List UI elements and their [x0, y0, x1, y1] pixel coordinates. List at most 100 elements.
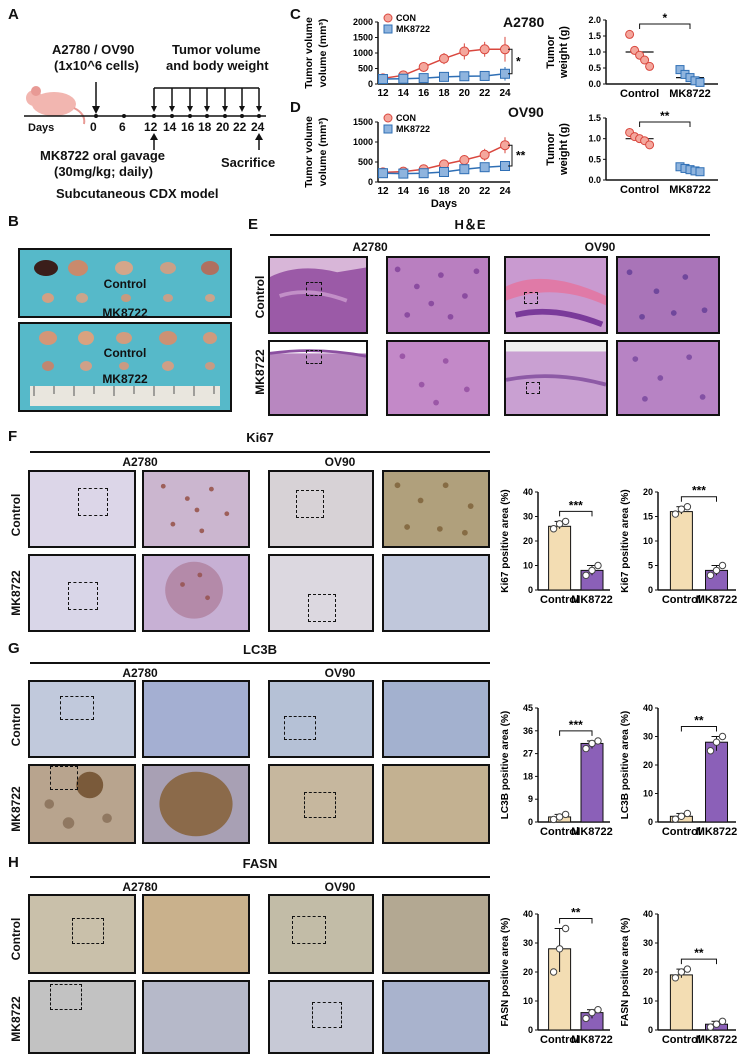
fasn-inset-box: [72, 918, 104, 944]
y-axis-unit: volume (mm³): [317, 19, 329, 88]
y-tick-label: 1000: [353, 48, 373, 58]
x-tick-label: MK8722: [571, 1034, 613, 1046]
y-tick-label: 1.0: [588, 134, 601, 144]
legend-label: CON: [396, 113, 416, 123]
y-tick-label: 0.0: [588, 175, 601, 185]
significance-bracket: [508, 144, 513, 167]
y-tick-label: 1500: [353, 33, 373, 43]
y-tick-label: 40: [643, 909, 653, 919]
x-tick-label: Control: [540, 1034, 579, 1046]
ki67-inset-box: [78, 488, 108, 516]
significance-bracket: [680, 726, 717, 732]
y-tick-label: 30: [643, 732, 653, 742]
fasn-a2780-control-high: [142, 894, 250, 974]
data-point-mk8722: [459, 71, 470, 82]
tumor-photo-bottom: Control MK8722: [18, 322, 232, 412]
y-tick-label: 40: [643, 703, 653, 713]
y-tick-label: 45: [523, 703, 533, 713]
ki67-ov90-mk8722-high: [382, 554, 490, 632]
panel-letter-h: H: [8, 854, 19, 871]
data-point-mk8722: [378, 168, 388, 179]
significance-bracket: [639, 23, 691, 29]
lc3b-ov90-control-low: [268, 680, 374, 758]
y-tick-label: 0: [368, 79, 373, 89]
data-point: [677, 505, 686, 513]
data-point: [594, 1006, 602, 1014]
lc3b-a2780-control-high: [142, 680, 250, 758]
y-axis-label: Tumor: [545, 35, 557, 69]
ki67-ov90-control-high: [382, 470, 490, 548]
x-tick-label: MK8722: [669, 184, 711, 196]
fasn-a2780-mk8722-low: [28, 980, 136, 1054]
timeline-up-arrows: [150, 133, 263, 150]
ki67-inset-box: [68, 582, 98, 610]
days-label: Days: [28, 122, 55, 134]
data-point: [671, 815, 680, 823]
lc3b-ov90-bar-chart: 0 10 20 30 40 LC3B positive area (%) ControlMK…: [620, 703, 737, 838]
y-axis-label: Tumor: [545, 132, 557, 166]
data-point-con: [459, 155, 470, 165]
y-tick-label: 0: [648, 585, 653, 595]
data-point: [555, 813, 564, 821]
measure-label-2: and body weight: [166, 58, 269, 73]
x-tick-label: 16: [418, 186, 430, 197]
data-point-con: [479, 44, 490, 55]
sacrifice-label: Sacrifice: [221, 155, 276, 170]
y-tick-label: 10: [643, 536, 653, 546]
y-tick-label: 20: [523, 536, 533, 546]
day-20: 20: [216, 120, 230, 134]
ki67-col-ov90: OV90: [324, 455, 356, 469]
x-tick-label: MK8722: [696, 1034, 738, 1046]
photo-bottom-mk8722-label: MK8722: [102, 372, 148, 386]
y-tick-label: 9: [528, 794, 533, 804]
fasn-a2780-mk8722-high: [142, 980, 250, 1054]
data-point: [671, 974, 680, 982]
he-row-mk8722: MK8722: [253, 349, 267, 395]
y-tick-label: 0: [528, 817, 533, 827]
ki67-row-control: Control: [9, 493, 23, 537]
panel-letter-a: A: [8, 6, 19, 23]
x-tick-label: 22: [479, 186, 491, 197]
he-ov90-mk8722-low: [504, 340, 608, 416]
x-tick-label: 14: [398, 186, 410, 197]
data-point: [718, 561, 727, 570]
x-tick-label: 14: [398, 88, 410, 99]
data-point-con: [439, 53, 449, 64]
fasn-ov90-bar-chart: 0 10 20 30 40 FASN positive area (%) ControlMK…: [620, 909, 738, 1046]
significance-bracket: [559, 510, 593, 517]
data-point: [718, 1017, 727, 1026]
y-axis-label: Ki67 positive area (%): [620, 489, 631, 592]
day-12: 12: [144, 120, 158, 134]
data-point-con: [459, 46, 470, 57]
x-tick-label: MK8722: [669, 88, 711, 100]
lc3b-a2780-mk8722-high: [142, 764, 250, 844]
data-point: [683, 965, 692, 973]
x-tick-label: MK8722: [571, 826, 613, 838]
data-point: [588, 739, 596, 748]
he-row-control: Control: [253, 275, 267, 319]
y-axis-label: LC3B positive area (%): [500, 711, 511, 819]
day-22: 22: [233, 120, 247, 134]
day-24: 24: [251, 120, 265, 134]
x-tick-label: 20: [459, 88, 471, 99]
he-col-ov90: OV90: [584, 240, 616, 254]
y-axis-label: FASN positive area (%): [500, 918, 511, 1027]
data-point: [549, 815, 558, 824]
significance-bracket: [680, 496, 717, 502]
tumor-photo-top: Control MK8722: [18, 248, 232, 320]
y-tick-label: 30: [523, 938, 533, 948]
data-point: [706, 1023, 715, 1031]
data-point: [588, 566, 596, 575]
ki67-ov90-control-low: [268, 470, 374, 548]
data-point-control: [645, 140, 655, 150]
x-tick-label: Control: [662, 594, 701, 606]
fasn-rule: [30, 876, 490, 878]
tumor-volume-chart-ov90: 0 500 1000 1500 12 14 16 18 20 22 24 Days Tumor volu…: [303, 113, 526, 210]
x-tick-label: 24: [499, 88, 511, 99]
ki67-a2780-bar-chart: 0 10 20 30 40 Ki67 positive area (%) ControlMK…: [500, 487, 613, 606]
panel-letter-d: D: [290, 99, 301, 116]
significance-mark: **: [660, 109, 670, 123]
panel-letter-e: E: [248, 216, 259, 233]
data-point: [588, 1008, 596, 1017]
data-point-mk8722: [695, 77, 705, 87]
